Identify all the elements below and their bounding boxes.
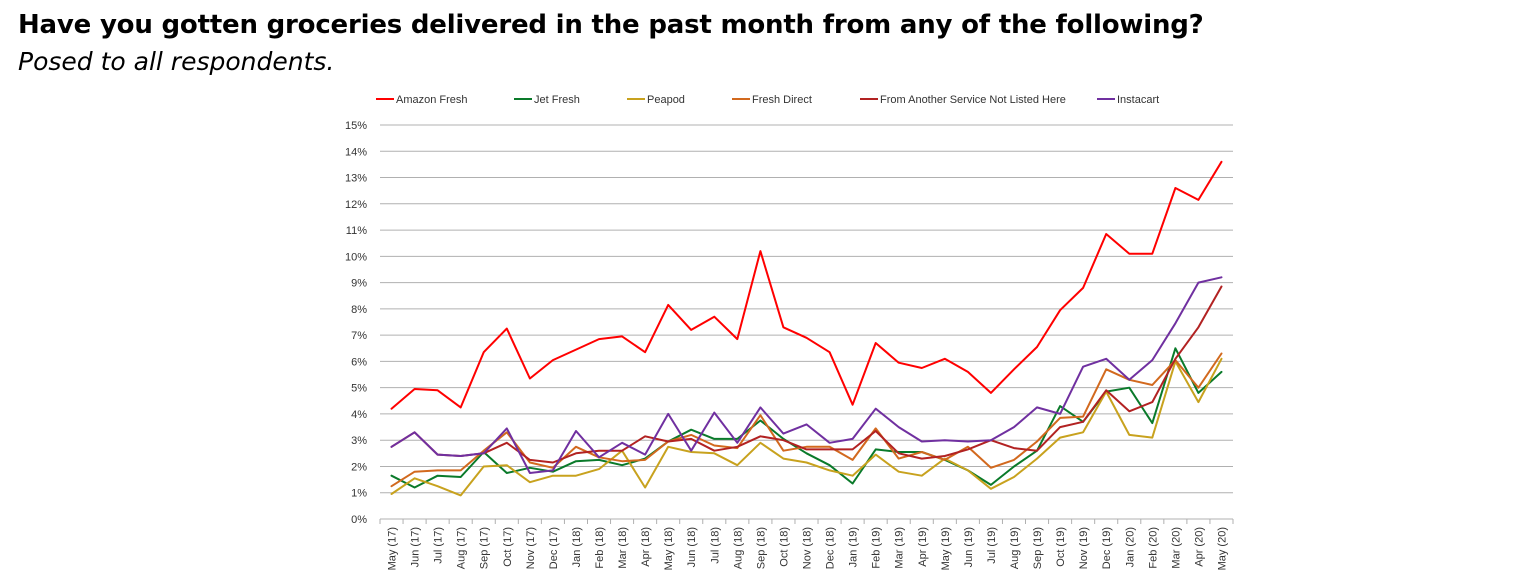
y-tick-label: 5%: [351, 383, 367, 395]
x-tick-label: Mar (20): [1170, 527, 1182, 569]
series-line-from-another-service-not-listed-here: [390, 285, 1223, 464]
x-tick-label: Jan (18): [571, 527, 583, 567]
x-tick-label: Sep (19): [1032, 527, 1044, 569]
legend-label-from-another-service-not-listed-here: From Another Service Not Listed Here: [880, 94, 1066, 106]
x-tick-label: Aug (19): [1009, 527, 1021, 569]
x-tick-label: May (20): [1216, 527, 1228, 570]
y-tick-label: 3%: [351, 435, 367, 447]
y-tick-label: 15%: [345, 120, 367, 132]
x-tick-label: Jul (18): [709, 527, 721, 564]
x-tick-label: Jul (17): [433, 527, 445, 564]
y-tick-label: 10%: [345, 251, 367, 263]
x-tick-label: Nov (19): [1078, 527, 1090, 569]
x-tick-label: Sep (17): [479, 527, 491, 569]
x-axis-ticks: May (17) Jun (17) Jul (17) Aug (17) Sep (17)…: [379, 519, 1234, 570]
x-tick-label: Sep (18): [755, 527, 767, 569]
x-tick-label: Jun (18): [686, 527, 698, 567]
x-tick-label: Jun (19): [963, 527, 975, 567]
series-line-peapod: [390, 357, 1223, 497]
x-tick-label: Jan (20): [1124, 527, 1136, 567]
x-tick-label: May (17): [387, 527, 399, 570]
series-line-amazon-fresh: [390, 160, 1223, 410]
x-tick-label: May (18): [663, 527, 675, 570]
x-tick-label: Jun (17): [410, 527, 422, 567]
chart-subtitle: Posed to all respondents.: [18, 47, 335, 76]
x-tick-label: Oct (19): [1055, 527, 1067, 567]
series-lines: [390, 160, 1223, 497]
legend-label-jet-fresh: Jet Fresh: [534, 94, 580, 106]
y-tick-label: 14%: [345, 146, 367, 158]
series-line-fresh-direct: [390, 352, 1223, 488]
legend-label-amazon-fresh: Amazon Fresh: [396, 94, 468, 106]
x-tick-label: Nov (17): [525, 527, 537, 569]
x-tick-label: Jul (19): [986, 527, 998, 564]
gridlines: [380, 124, 1233, 520]
y-tick-label: 1%: [351, 488, 367, 500]
y-tick-label: 12%: [345, 199, 367, 211]
y-tick-label: 11%: [346, 225, 367, 237]
y-tick-label: 0%: [351, 514, 367, 526]
x-tick-label: Mar (19): [894, 527, 906, 569]
series-line-instacart: [390, 276, 1223, 474]
x-tick-label: Apr (18): [640, 527, 652, 567]
y-tick-label: 6%: [351, 356, 367, 368]
x-tick-label: Dec (19): [1101, 527, 1113, 569]
y-tick-label: 8%: [351, 304, 367, 316]
x-tick-label: May (19): [940, 527, 952, 570]
x-tick-label: Apr (19): [917, 527, 929, 567]
x-tick-label: Aug (17): [456, 527, 468, 569]
x-tick-label: Dec (18): [825, 527, 837, 569]
y-tick-label: 4%: [351, 409, 367, 421]
legend-label-instacart: Instacart: [1117, 94, 1159, 106]
x-tick-label: Dec (17): [548, 527, 560, 569]
y-tick-label: 2%: [351, 461, 367, 473]
x-tick-label: Oct (18): [778, 527, 790, 567]
x-tick-label: Feb (20): [1147, 527, 1159, 569]
x-tick-label: Feb (19): [871, 527, 883, 569]
y-tick-label: 9%: [351, 278, 367, 290]
legend-label-fresh-direct: Fresh Direct: [752, 94, 812, 106]
x-tick-label: Aug (18): [732, 527, 744, 569]
x-tick-label: Nov (18): [802, 527, 814, 569]
y-tick-label: 13%: [345, 173, 367, 185]
x-tick-label: Oct (17): [502, 527, 514, 567]
legend: Amazon Fresh Jet Fresh Peapod Fresh Direct F…: [376, 94, 1159, 106]
y-axis-ticks: 0% 1% 2% 3% 4% 5% 6% 7% 8% 9% 10% 11% 12% 13% 14% 15%: [345, 120, 367, 526]
x-tick-label: Jan (19): [848, 527, 860, 567]
x-tick-label: Apr (20): [1193, 527, 1205, 567]
legend-label-peapod: Peapod: [647, 94, 685, 106]
y-tick-label: 7%: [351, 330, 367, 342]
x-tick-label: Feb (18): [594, 527, 606, 569]
chart-title: Have you gotten groceries delivered in t…: [18, 10, 1204, 40]
x-tick-label: Mar (18): [617, 527, 629, 569]
